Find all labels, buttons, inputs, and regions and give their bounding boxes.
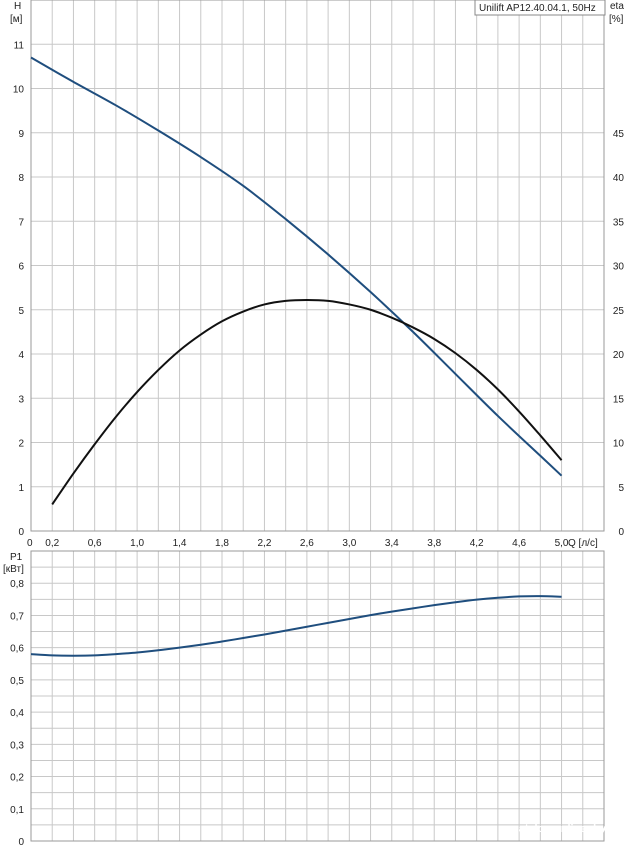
- y2-tick-label: 15: [613, 394, 625, 405]
- y-tick-label: 9: [18, 129, 24, 140]
- plot-frame: [30, 550, 605, 842]
- y-axis-label-head-line1: H: [14, 1, 21, 12]
- y-tick-label: 0,8: [10, 579, 24, 590]
- x-axis-label: Q [л/с]: [568, 538, 598, 549]
- y-tick-label: 0: [18, 837, 24, 848]
- watermark: catalog.onliner.by: [512, 823, 606, 835]
- y-axis-label-head-line2: [м]: [10, 14, 23, 25]
- y-tick-label: 7: [18, 217, 24, 228]
- y-axis-label-power-line1: P1: [10, 552, 23, 563]
- legend-box: [474, 0, 606, 16]
- x-tick-label: 2,2: [257, 538, 271, 549]
- x-tick-label: 2,6: [300, 538, 314, 549]
- series-line-power: [30, 595, 562, 657]
- y-tick-label: 3: [18, 394, 24, 405]
- y2-tick-label: 45: [613, 129, 625, 140]
- x-tick-label: 4,2: [470, 538, 484, 549]
- y-tick-label: 0: [18, 527, 24, 538]
- y2-tick-label: 10: [613, 439, 625, 450]
- y2-tick-label: 30: [613, 262, 625, 273]
- y2-tick-label: 20: [613, 350, 625, 361]
- y-axis-label-eta-line1: eta: [610, 1, 624, 12]
- y2-tick-label: 25: [613, 306, 625, 317]
- x-tick-label: 3,4: [385, 538, 399, 549]
- y-axis-label-head: H [м]: [10, 1, 24, 25]
- y-tick-label: 0,2: [10, 773, 24, 784]
- y2-tick-label: 5: [618, 483, 624, 494]
- y-tick-label: 2: [18, 439, 24, 450]
- y-tick-label: 0,6: [10, 644, 24, 655]
- y2-tick-label: 40: [613, 173, 625, 184]
- y-tick-label: 1: [18, 483, 24, 494]
- x-tick-label: 0,2: [45, 538, 59, 549]
- y2-tick-label: 0: [618, 527, 624, 538]
- y-axis-label-eta: eta [%]: [609, 1, 627, 25]
- y-tick-label: 8: [18, 173, 24, 184]
- y-tick-label: 5: [18, 306, 24, 317]
- series-line-head: [30, 56, 563, 477]
- y-tick-label: 0,7: [10, 611, 24, 622]
- y-tick-label: 0,4: [10, 708, 24, 719]
- plot-frame: [30, 0, 605, 532]
- y-tick-label: 10: [13, 85, 25, 96]
- x-tick-label: 1,0: [130, 538, 144, 549]
- y-axis-label-power: P1 [кВт]: [3, 552, 25, 575]
- y-axis-label-eta-line2: [%]: [609, 14, 624, 25]
- y-tick-label: 4: [18, 350, 24, 361]
- y-tick-label: 0,3: [10, 740, 24, 751]
- x-tick-label: 4,6: [512, 538, 526, 549]
- x-tick-label: 1,8: [215, 538, 229, 549]
- x-tick-label: 1,4: [173, 538, 187, 549]
- legend-label: Unilift AP12.40.04.1, 50Hz: [479, 3, 596, 14]
- x-tick-label: 0: [27, 538, 33, 549]
- x-tick-label: 5,0: [555, 538, 569, 549]
- y-tick-label: 0,1: [10, 805, 24, 816]
- x-tick-label: 3,0: [342, 538, 356, 549]
- y-tick-label: 6: [18, 262, 24, 273]
- y-axis-label-power-line2: [кВт]: [3, 564, 24, 575]
- series-line-efficiency: [51, 299, 563, 506]
- y-tick-label: 0,5: [10, 676, 24, 687]
- x-tick-label: 3,8: [427, 538, 441, 549]
- y-tick-label: 11: [14, 40, 25, 51]
- power-panel: 0 0,1 0,2 0,3 0,4 0,5 0,6 0,7 0,8: [10, 550, 605, 848]
- x-tick-label: 0,6: [88, 538, 102, 549]
- y2-tick-label: 35: [613, 217, 625, 228]
